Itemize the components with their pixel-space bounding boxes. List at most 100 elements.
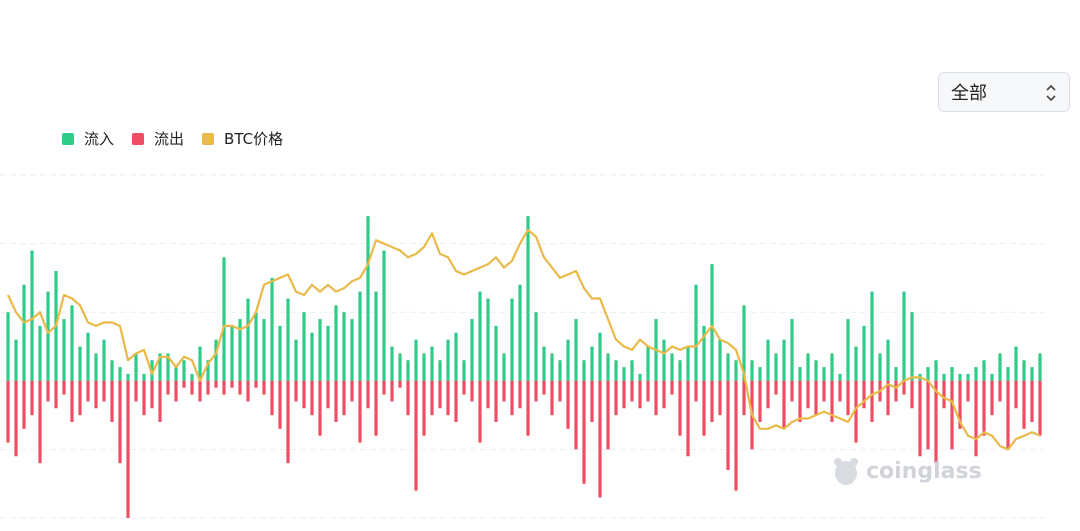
bar [398, 353, 402, 381]
bar [110, 380, 114, 422]
bar [334, 380, 338, 422]
bar [622, 367, 626, 381]
bar [462, 360, 466, 381]
bar [494, 380, 498, 422]
bar [926, 380, 930, 450]
bar [614, 360, 618, 381]
bar [806, 353, 810, 381]
bar [566, 380, 570, 429]
bar [870, 380, 874, 422]
bar [598, 332, 602, 381]
bar [470, 380, 474, 402]
watermark-icon [834, 458, 858, 485]
bar [542, 346, 546, 381]
range-select[interactable]: 全部 [938, 72, 1070, 112]
bar [198, 346, 202, 381]
bar [838, 373, 842, 381]
bar [950, 367, 954, 381]
bar [118, 380, 122, 464]
bar [670, 353, 674, 381]
bar [758, 367, 762, 381]
bar [166, 353, 170, 381]
bar [686, 380, 690, 457]
bar [910, 380, 914, 409]
bar [798, 367, 802, 381]
bar [958, 373, 962, 381]
legend-item[interactable]: BTC价格 [202, 128, 283, 149]
bar [390, 346, 394, 381]
bar [326, 380, 330, 409]
bar [846, 380, 850, 416]
bar [246, 380, 250, 402]
bar [990, 373, 994, 381]
bar [966, 380, 970, 402]
bar [742, 305, 746, 381]
bar [62, 319, 66, 381]
bar [878, 353, 882, 381]
bar [1006, 367, 1010, 381]
bar [502, 380, 506, 402]
bar [358, 380, 362, 443]
bar [30, 250, 34, 381]
legend-item[interactable]: 流出 [132, 128, 184, 149]
bar [294, 380, 298, 402]
watermark-text: coinglass [866, 458, 982, 484]
bar [1014, 380, 1018, 409]
bar [814, 360, 818, 381]
bar [942, 380, 946, 409]
bar [270, 277, 274, 381]
bar [342, 380, 346, 416]
bar [462, 380, 466, 395]
bar [526, 380, 530, 436]
bar [390, 380, 394, 402]
bar [6, 380, 10, 443]
bar [270, 380, 274, 416]
bar [70, 305, 74, 381]
bar [406, 360, 410, 381]
bar [590, 380, 594, 422]
bar [974, 367, 978, 381]
bar [902, 291, 906, 381]
bar [830, 380, 834, 422]
bar [934, 380, 938, 464]
bar [526, 216, 530, 381]
bar [1038, 353, 1042, 381]
bar [1022, 380, 1026, 429]
bar [254, 312, 258, 381]
bar [350, 380, 354, 402]
legend-swatch [62, 132, 74, 145]
bar [158, 380, 162, 422]
bar [134, 380, 138, 402]
bar [78, 346, 82, 381]
bar [646, 346, 650, 381]
bar [662, 380, 666, 409]
bar [622, 380, 626, 409]
legend-item[interactable]: 流入 [62, 128, 114, 149]
bar [94, 353, 98, 381]
bar [190, 380, 194, 395]
bar [206, 380, 210, 395]
bar [574, 380, 578, 450]
bar [670, 380, 674, 395]
bar [438, 360, 442, 381]
bar [126, 373, 130, 381]
bar [102, 339, 106, 381]
bar [758, 380, 762, 422]
bar [846, 319, 850, 381]
bar [278, 325, 282, 381]
price-line [7, 228, 1041, 451]
bar [238, 319, 242, 381]
bar [590, 346, 594, 381]
bar [342, 312, 346, 381]
bar [14, 339, 18, 381]
bar [150, 380, 154, 409]
bar [38, 380, 42, 464]
bar [222, 380, 226, 395]
bar [326, 325, 330, 381]
bar [30, 380, 34, 416]
bar [838, 380, 842, 402]
bar [110, 360, 114, 381]
bar [182, 380, 186, 388]
bar [86, 380, 90, 402]
bar [510, 380, 514, 416]
